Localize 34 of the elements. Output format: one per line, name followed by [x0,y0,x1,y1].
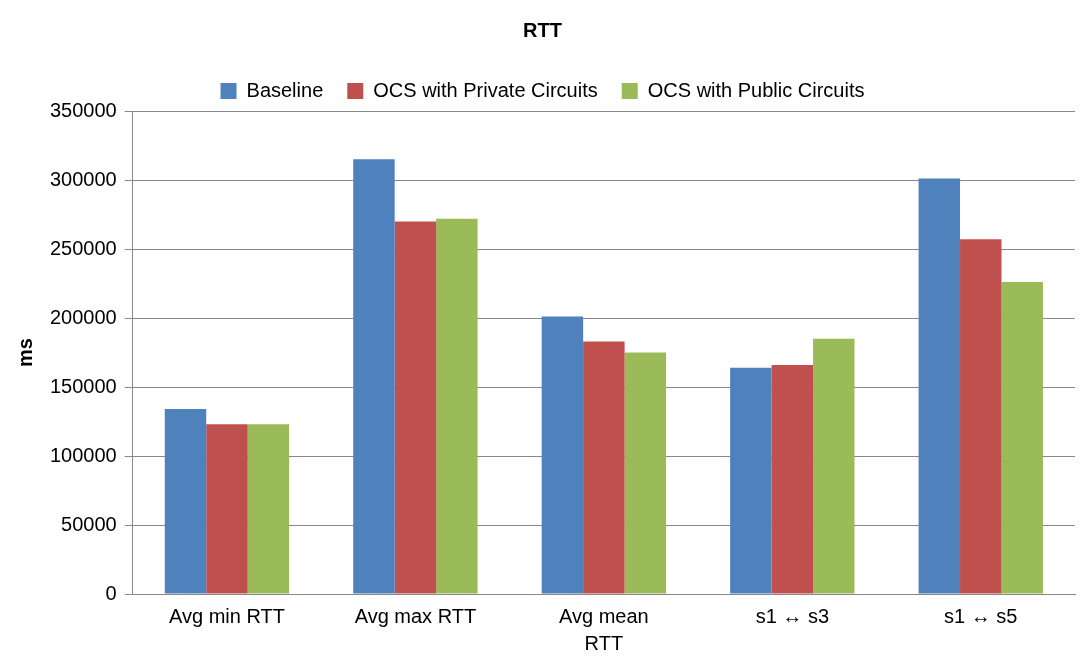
bar [541,316,584,594]
y-tick-label: 300000 [49,167,117,190]
bar [1001,282,1043,594]
y-tick-label: 50000 [61,512,117,535]
bar [247,424,290,594]
y-axis-title: ms [13,338,36,367]
y-tick-label: 150000 [49,374,117,397]
y-tick-label: 200000 [49,305,117,328]
bar [813,338,855,594]
legend-label: OCS with Private Circuits [373,78,598,101]
y-tick-label: 0 [105,581,117,604]
x-tick-label: Avg max RTT [354,604,477,627]
bar [206,424,248,594]
y-tick-label: 100000 [49,443,117,466]
chart-title: RTT [523,18,562,41]
x-tick-label: Avg min RTT [168,604,285,627]
y-tick-label: 350000 [49,98,117,121]
bar [918,178,961,594]
legend-label: OCS with Public Circuits [647,78,865,101]
bar [771,364,814,594]
bar [164,409,207,594]
bar [583,341,625,594]
legend-label: Baseline [246,78,324,101]
bar [960,239,1002,594]
bar [394,221,437,594]
y-tick-label: 250000 [49,236,117,259]
bar [353,159,395,594]
x-tick-label: s1 ↔ s3 [755,604,829,627]
x-axis-title: RTT [584,631,624,654]
x-tick-label: Avg mean [559,604,649,627]
bar [436,218,478,594]
bar [624,352,667,594]
x-tick-label: s1 ↔ s5 [944,604,1018,627]
bar [730,367,772,594]
